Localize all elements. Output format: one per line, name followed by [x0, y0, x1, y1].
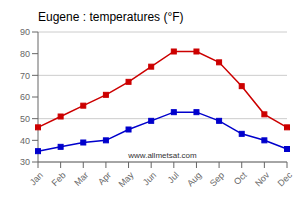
svg-text:Oct: Oct — [232, 170, 249, 187]
svg-text:70: 70 — [20, 71, 30, 81]
svg-text:80: 80 — [20, 49, 30, 59]
svg-text:60: 60 — [20, 92, 30, 102]
html-text:Eugene : temperatures (°F): Eugene : temperatures (°F) — [38, 10, 184, 24]
svg-text:Mar: Mar — [72, 170, 90, 188]
svg-text:90: 90 — [20, 27, 30, 37]
svg-text:50: 50 — [20, 114, 30, 124]
svg-text:Jul: Jul — [166, 170, 181, 185]
svg-text:Dec: Dec — [276, 170, 295, 189]
svg-text:Apr: Apr — [96, 170, 113, 187]
svg-text:30: 30 — [20, 157, 30, 167]
svg-text:Aug: Aug — [185, 170, 203, 188]
svg-text:Jun: Jun — [141, 170, 158, 187]
html-text:www.allmetsat.com: www.allmetsat.com — [128, 151, 197, 160]
svg-text:Nov: Nov — [253, 170, 272, 189]
svg-text:Sep: Sep — [208, 170, 226, 188]
svg-text:Feb: Feb — [50, 170, 68, 188]
svg-text:40: 40 — [20, 136, 30, 146]
svg-text:Jan: Jan — [28, 170, 45, 187]
svg-text:May: May — [117, 170, 136, 189]
